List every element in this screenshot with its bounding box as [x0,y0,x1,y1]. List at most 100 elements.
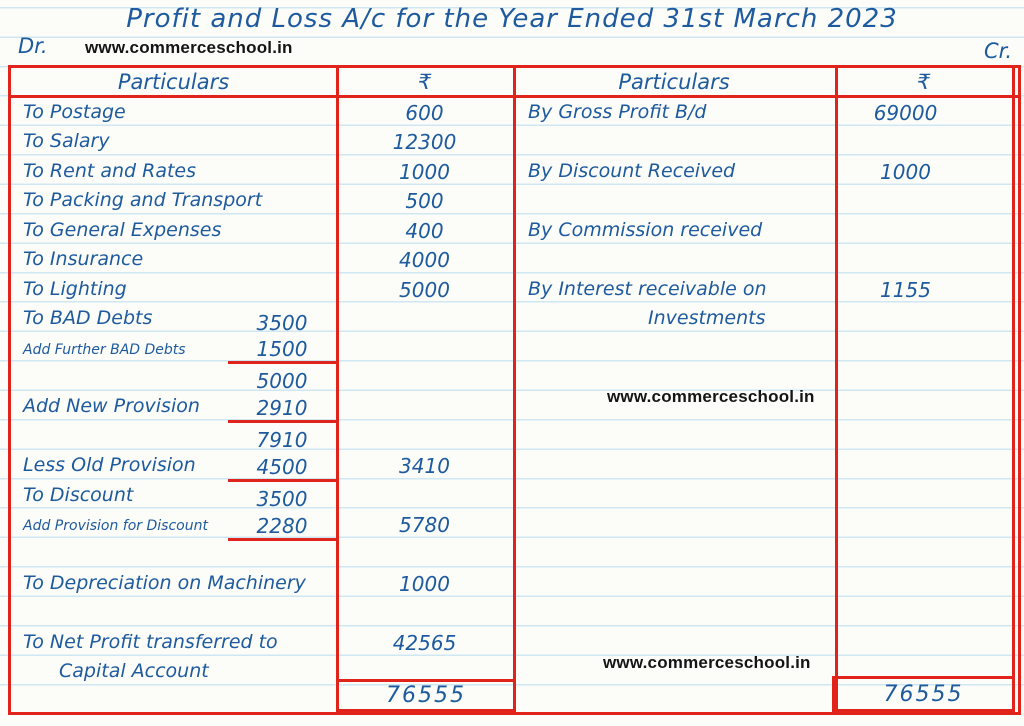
table-row: 5000 [11,363,513,394]
row-amount: 1155 [880,277,931,302]
row-amount: 69000 [873,101,938,125]
table-row: Add Further BAD Debts 1500 [11,334,513,364]
row-label: By Discount Received [528,159,736,182]
row-label: Less Old Provision 4500 [11,451,336,482]
credit-total: 76555 [832,676,1015,712]
row-amount: 500 [405,189,444,214]
credit-rows: By Gross Profit B/d 69000 By Discount Rece… [516,98,1012,334]
row-amount: 42565 [392,630,457,655]
row-sub-amount: 5000 [256,369,308,394]
dr-label: Dr. [18,34,48,58]
row-label: To Lighting [23,277,127,300]
row-amount [835,186,1012,215]
debit-rows: To Postage 600 To Salary 12300 To Rent and R… [11,98,513,687]
row-amount [835,245,1012,274]
row-amount [835,216,1012,245]
row-amount [336,598,513,627]
row-sub-amount: 2910 [228,396,336,423]
row-label [516,127,835,156]
table-row: To Depreciation on Machinery 1000 [11,569,513,598]
row-label: Add Provision for Discount 2280 [11,510,336,541]
cr-label: Cr. [984,39,1013,63]
header-amount-credit: ₹ [916,69,931,94]
row-label: Investments [648,307,766,330]
table-row [516,186,1012,215]
watermark-middle: www.commerceschool.in [607,387,815,406]
debit-total: 76555 [336,679,516,712]
table-row: To Rent and Rates 1000 [11,157,513,186]
table-row [11,598,513,627]
table-row: By Gross Profit B/d 69000 [516,98,1012,127]
row-amount: 400 [405,218,444,243]
row-label: To BAD Debts 3500 [11,304,336,335]
row-sub-amount: 3500 [256,310,308,335]
column-divider [336,68,339,712]
table-row: To Salary 12300 [11,127,513,156]
row-amount [336,334,513,363]
row-label: Add Further BAD Debts 1500 [11,334,336,364]
table-row: By Interest receivable on 1155 [516,275,1012,304]
row-label: To Insurance [23,248,144,271]
row-label [11,598,336,627]
table-row: To Postage 600 [11,98,513,127]
column-divider [513,68,516,712]
row-label: To Rent and Rates [23,159,197,182]
table-row: To Net Profit transferred to 42565 [11,628,513,657]
table-row: To General Expenses 400 [11,216,513,245]
row-label [11,540,336,569]
row-label: By Commission received [528,218,763,241]
table-row: Less Old Provision 4500 3410 [11,451,513,482]
row-amount [336,304,513,333]
table-row: To Discount 3500 [11,481,513,512]
row-label: To Net Profit transferred to [23,630,278,653]
row-amount [336,540,513,569]
row-label [516,186,835,215]
row-label: 5000 [11,363,336,394]
row-label: By Interest receivable on [528,277,767,300]
row-sub-amount: 4500 [228,455,336,482]
row-label: Add New Provision 2910 [11,392,336,423]
header-particulars-debit: Particulars [117,69,230,94]
row-amount [336,363,513,392]
row-amount [336,422,513,451]
table-row: By Commission received [516,216,1012,245]
row-amount [835,127,1012,156]
table-row: To Lighting 5000 [11,275,513,304]
watermark-bottom: www.commerceschool.in [603,653,811,672]
row-amount: 4000 [399,248,450,273]
row-amount: 1000 [399,159,450,184]
watermark-top: www.commerceschool.in [85,38,293,57]
pl-account-table: Particulars ₹ Particulars ₹ To Postage 60… [8,65,1021,715]
row-amount: 5000 [399,277,450,302]
page-title: Profit and Loss A/c for the Year Ended 3… [126,4,898,34]
table-row: Investments [516,304,1012,333]
header-amount-debit: ₹ [417,69,432,94]
row-amount: 1000 [880,159,931,184]
table-row: To Insurance 4000 [11,245,513,274]
header-divider [11,95,1018,98]
row-amount [835,304,1012,333]
row-label: By Gross Profit B/d [528,101,707,123]
row-amount: 3410 [399,454,450,479]
row-label: To Packing and Transport [23,189,263,212]
row-label: To General Expenses [23,218,222,241]
table-row: Capital Account [11,657,513,686]
row-amount [336,392,513,421]
row-label: Capital Account [59,660,209,683]
table-row: 7910 [11,422,513,452]
column-divider [835,68,838,712]
row-label [516,245,835,274]
table-row: By Discount Received 1000 [516,157,1012,186]
row-label: To Discount 3500 [11,481,336,512]
table-row [516,127,1012,156]
table-row: Add New Provision 2910 [11,392,513,423]
column-divider [1012,68,1015,712]
row-label: To Salary [23,130,110,153]
row-amount: 600 [405,101,444,125]
row-sub-amount: 3500 [256,487,308,512]
table-row: Add Provision for Discount 2280 5780 [11,510,513,541]
row-label: To Depreciation on Machinery [23,572,306,594]
row-amount [336,481,513,510]
row-sub-amount: 2280 [228,514,336,541]
